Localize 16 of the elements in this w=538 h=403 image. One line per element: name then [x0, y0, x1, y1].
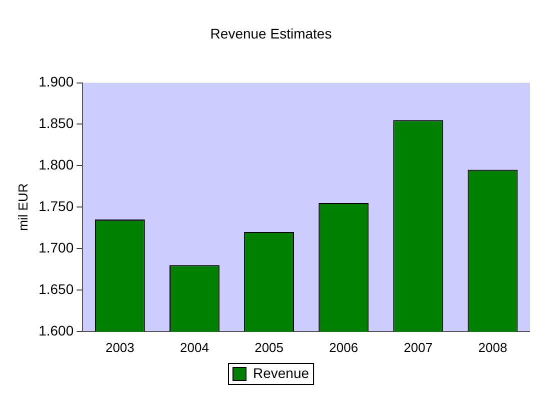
y-tick-label: 1.700	[38, 239, 74, 256]
y-tick-label: 1.600	[38, 322, 74, 338]
chart-title: Revenue Estimates	[210, 25, 332, 42]
x-tick-label: 2008	[478, 340, 508, 355]
y-tick-label: 1.850	[38, 115, 74, 132]
x-tick-label: 2004	[180, 340, 209, 355]
x-tick-label: 2007	[404, 340, 433, 355]
y-tick-label: 1.750	[38, 198, 74, 214]
x-tick-label: 2005	[254, 340, 284, 355]
y-tick-label: 1.800	[38, 156, 74, 173]
y-axis-title: mil EUR	[15, 183, 30, 231]
x-tick-label: 2003	[105, 340, 134, 355]
x-tick-label: 2006	[329, 340, 358, 355]
y-tick-label: 1.650	[38, 280, 74, 297]
legend-label: Revenue	[252, 364, 310, 381]
y-tick-label: 1.900	[38, 74, 74, 90]
